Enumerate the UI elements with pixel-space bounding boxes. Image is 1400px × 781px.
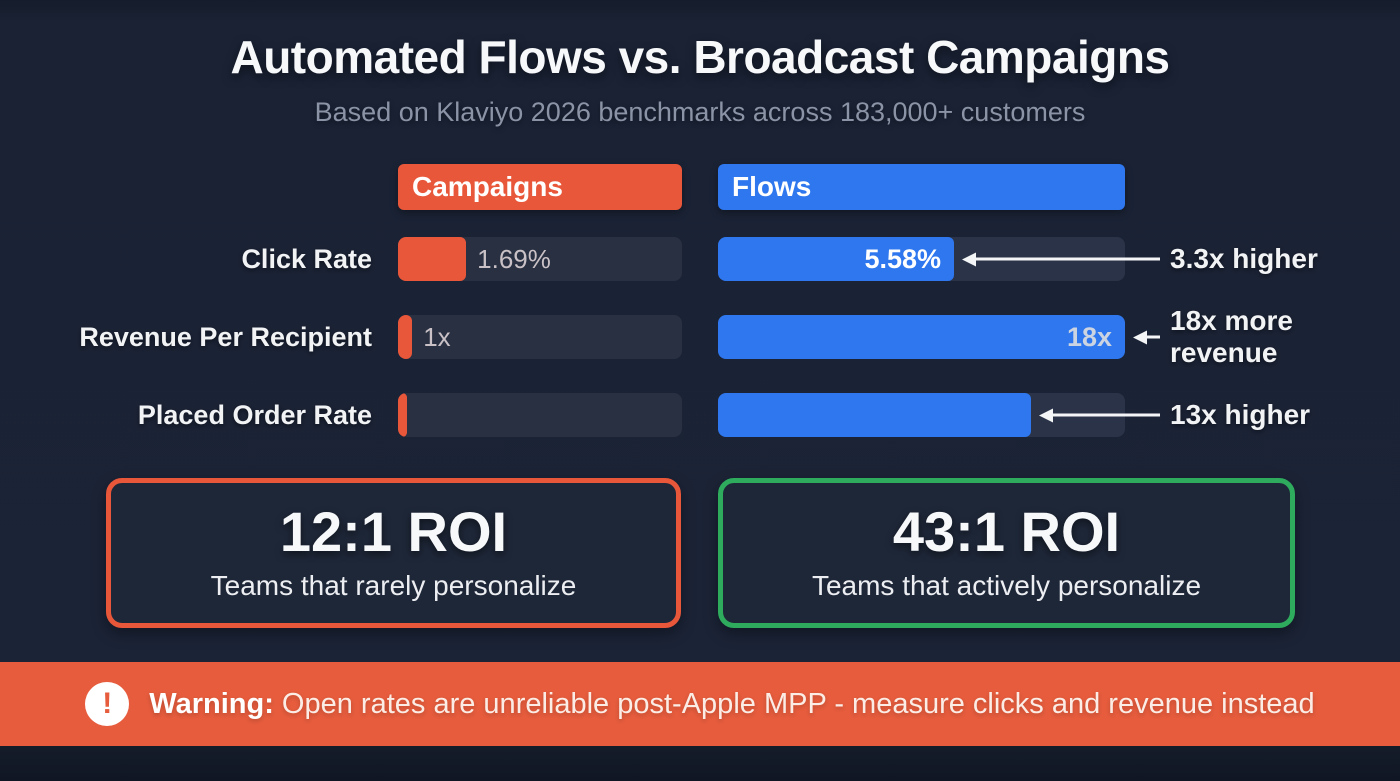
campaigns-bar-fill [398,237,467,281]
roi-caption: Teams that rarely personalize [210,570,577,601]
roi-card-campaigns: 12:1 ROI Teams that rarely personalize [106,478,681,628]
campaigns-bar-track: 1.69% [398,237,682,281]
page-title: Automated Flows vs. Broadcast Campaigns [230,31,1170,83]
campaigns-bar-fill [398,393,407,437]
roi-card-flows: 43:1 ROI Teams that actively personalize [718,478,1295,628]
row-label: Revenue Per Recipient [79,321,372,352]
left-arrow-icon [1146,335,1160,339]
metric-row-placed-order-rate: Placed Order Rate 13x higher [0,393,1400,437]
flows-bar-fill [718,393,1032,437]
metric-row-revenue-per-recipient: Revenue Per Recipient 1x 18x 18x more re… [0,305,1400,368]
comparison-annotation: 18x more revenue [1170,304,1293,368]
exclamation-icon: ! [85,682,130,726]
flows-bar-track: 18x [718,315,1125,359]
warning-text: Warning: Open rates are unreliable post-… [149,688,1314,721]
roi-value: 43:1 ROI [892,500,1121,563]
left-arrow-icon [975,257,1160,261]
campaigns-bar-track [398,393,682,437]
flows-bar-value: 18x [1066,321,1112,352]
flows-header-label: Flows [732,171,812,202]
comparison-annotation: 3.3x higher [1170,242,1318,274]
row-label: Click Rate [241,243,372,274]
metric-row-click-rate: Click Rate 1.69% 5.58% 3.3x higher [0,237,1400,281]
campaigns-bar-track: 1x [398,315,682,359]
column-header-flows: Flows [718,164,1125,210]
left-arrow-icon [1052,413,1160,417]
flows-bar-fill: 5.58% [718,237,955,281]
roi-caption: Teams that actively personalize [811,570,1202,601]
flows-bar-value: 5.58% [864,243,942,274]
roi-value: 12:1 ROI [279,500,508,563]
page-subtitle: Based on Klaviyo 2026 benchmarks across … [314,97,1086,127]
flows-bar-fill: 18x [718,315,1125,359]
warning-banner: ! Warning: Open rates are unreliable pos… [0,662,1400,746]
warning-message: Open rates are unreliable post-Apple MPP… [273,687,1315,720]
campaigns-header-label: Campaigns [412,171,563,202]
flows-bar-track [718,393,1125,437]
campaigns-bar-fill [398,315,413,359]
comparison-annotation: 13x higher [1170,398,1311,430]
warning-prefix: Warning: [149,687,274,720]
campaigns-bar-value: 1.69% [477,243,551,274]
campaigns-bar-value: 1x [423,321,451,352]
column-header-campaigns: Campaigns [398,164,682,210]
row-label: Placed Order Rate [137,399,372,430]
